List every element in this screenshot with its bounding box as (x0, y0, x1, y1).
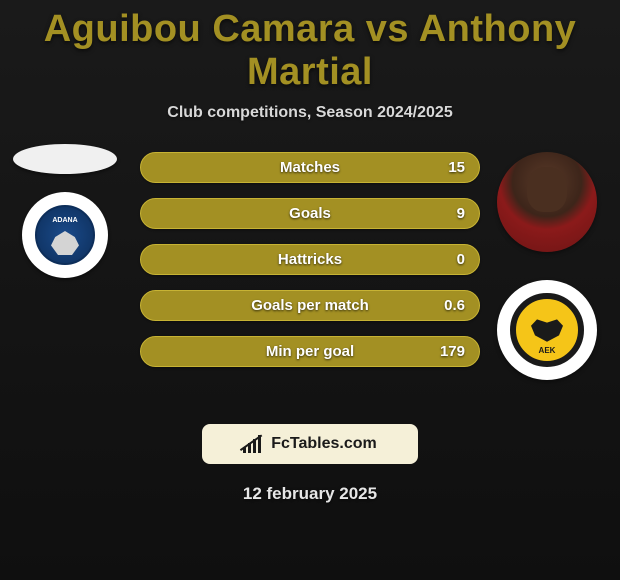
stat-label: Goals per match (141, 297, 479, 314)
aek-label: AEK (516, 346, 578, 355)
date-label: 12 february 2025 (0, 484, 620, 504)
stat-bar: Goals9 (140, 198, 480, 229)
stat-value: 15 (448, 159, 465, 176)
left-club-badge (22, 192, 108, 278)
comparison-stage: Matches15 Goals9 Hattricks0 Goals per match… (0, 152, 620, 402)
stat-bar: Hattricks0 (140, 244, 480, 275)
logo-text: FcTables.com (271, 435, 377, 453)
title-text: Aguibou Camara vs Anthony Martial (44, 8, 577, 93)
stat-value: 0 (457, 251, 465, 268)
stat-label: Hattricks (141, 251, 479, 268)
right-player-column: AEK (492, 152, 602, 380)
adana-demirspor-logo-icon (35, 205, 95, 265)
left-player-column (10, 144, 120, 278)
stat-label: Min per goal (141, 343, 479, 360)
stat-bar: Min per goal179 (140, 336, 480, 367)
stat-bar: Matches15 (140, 152, 480, 183)
chart-icon (243, 435, 265, 453)
stat-value: 179 (440, 343, 465, 360)
right-club-badge: AEK (497, 280, 597, 380)
aek-logo-icon: AEK (510, 293, 584, 367)
stat-value: 9 (457, 205, 465, 222)
stat-label: Goals (141, 205, 479, 222)
page-title: Aguibou Camara vs Anthony Martial (0, 0, 620, 94)
subtitle: Club competitions, Season 2024/2025 (0, 104, 620, 122)
stats-bars: Matches15 Goals9 Hattricks0 Goals per match… (140, 152, 480, 367)
left-player-avatar (13, 144, 117, 174)
fctables-logo: FcTables.com (202, 424, 418, 464)
right-player-avatar (497, 152, 597, 252)
stat-bar: Goals per match0.6 (140, 290, 480, 321)
stat-value: 0.6 (444, 297, 465, 314)
stat-label: Matches (141, 159, 479, 176)
